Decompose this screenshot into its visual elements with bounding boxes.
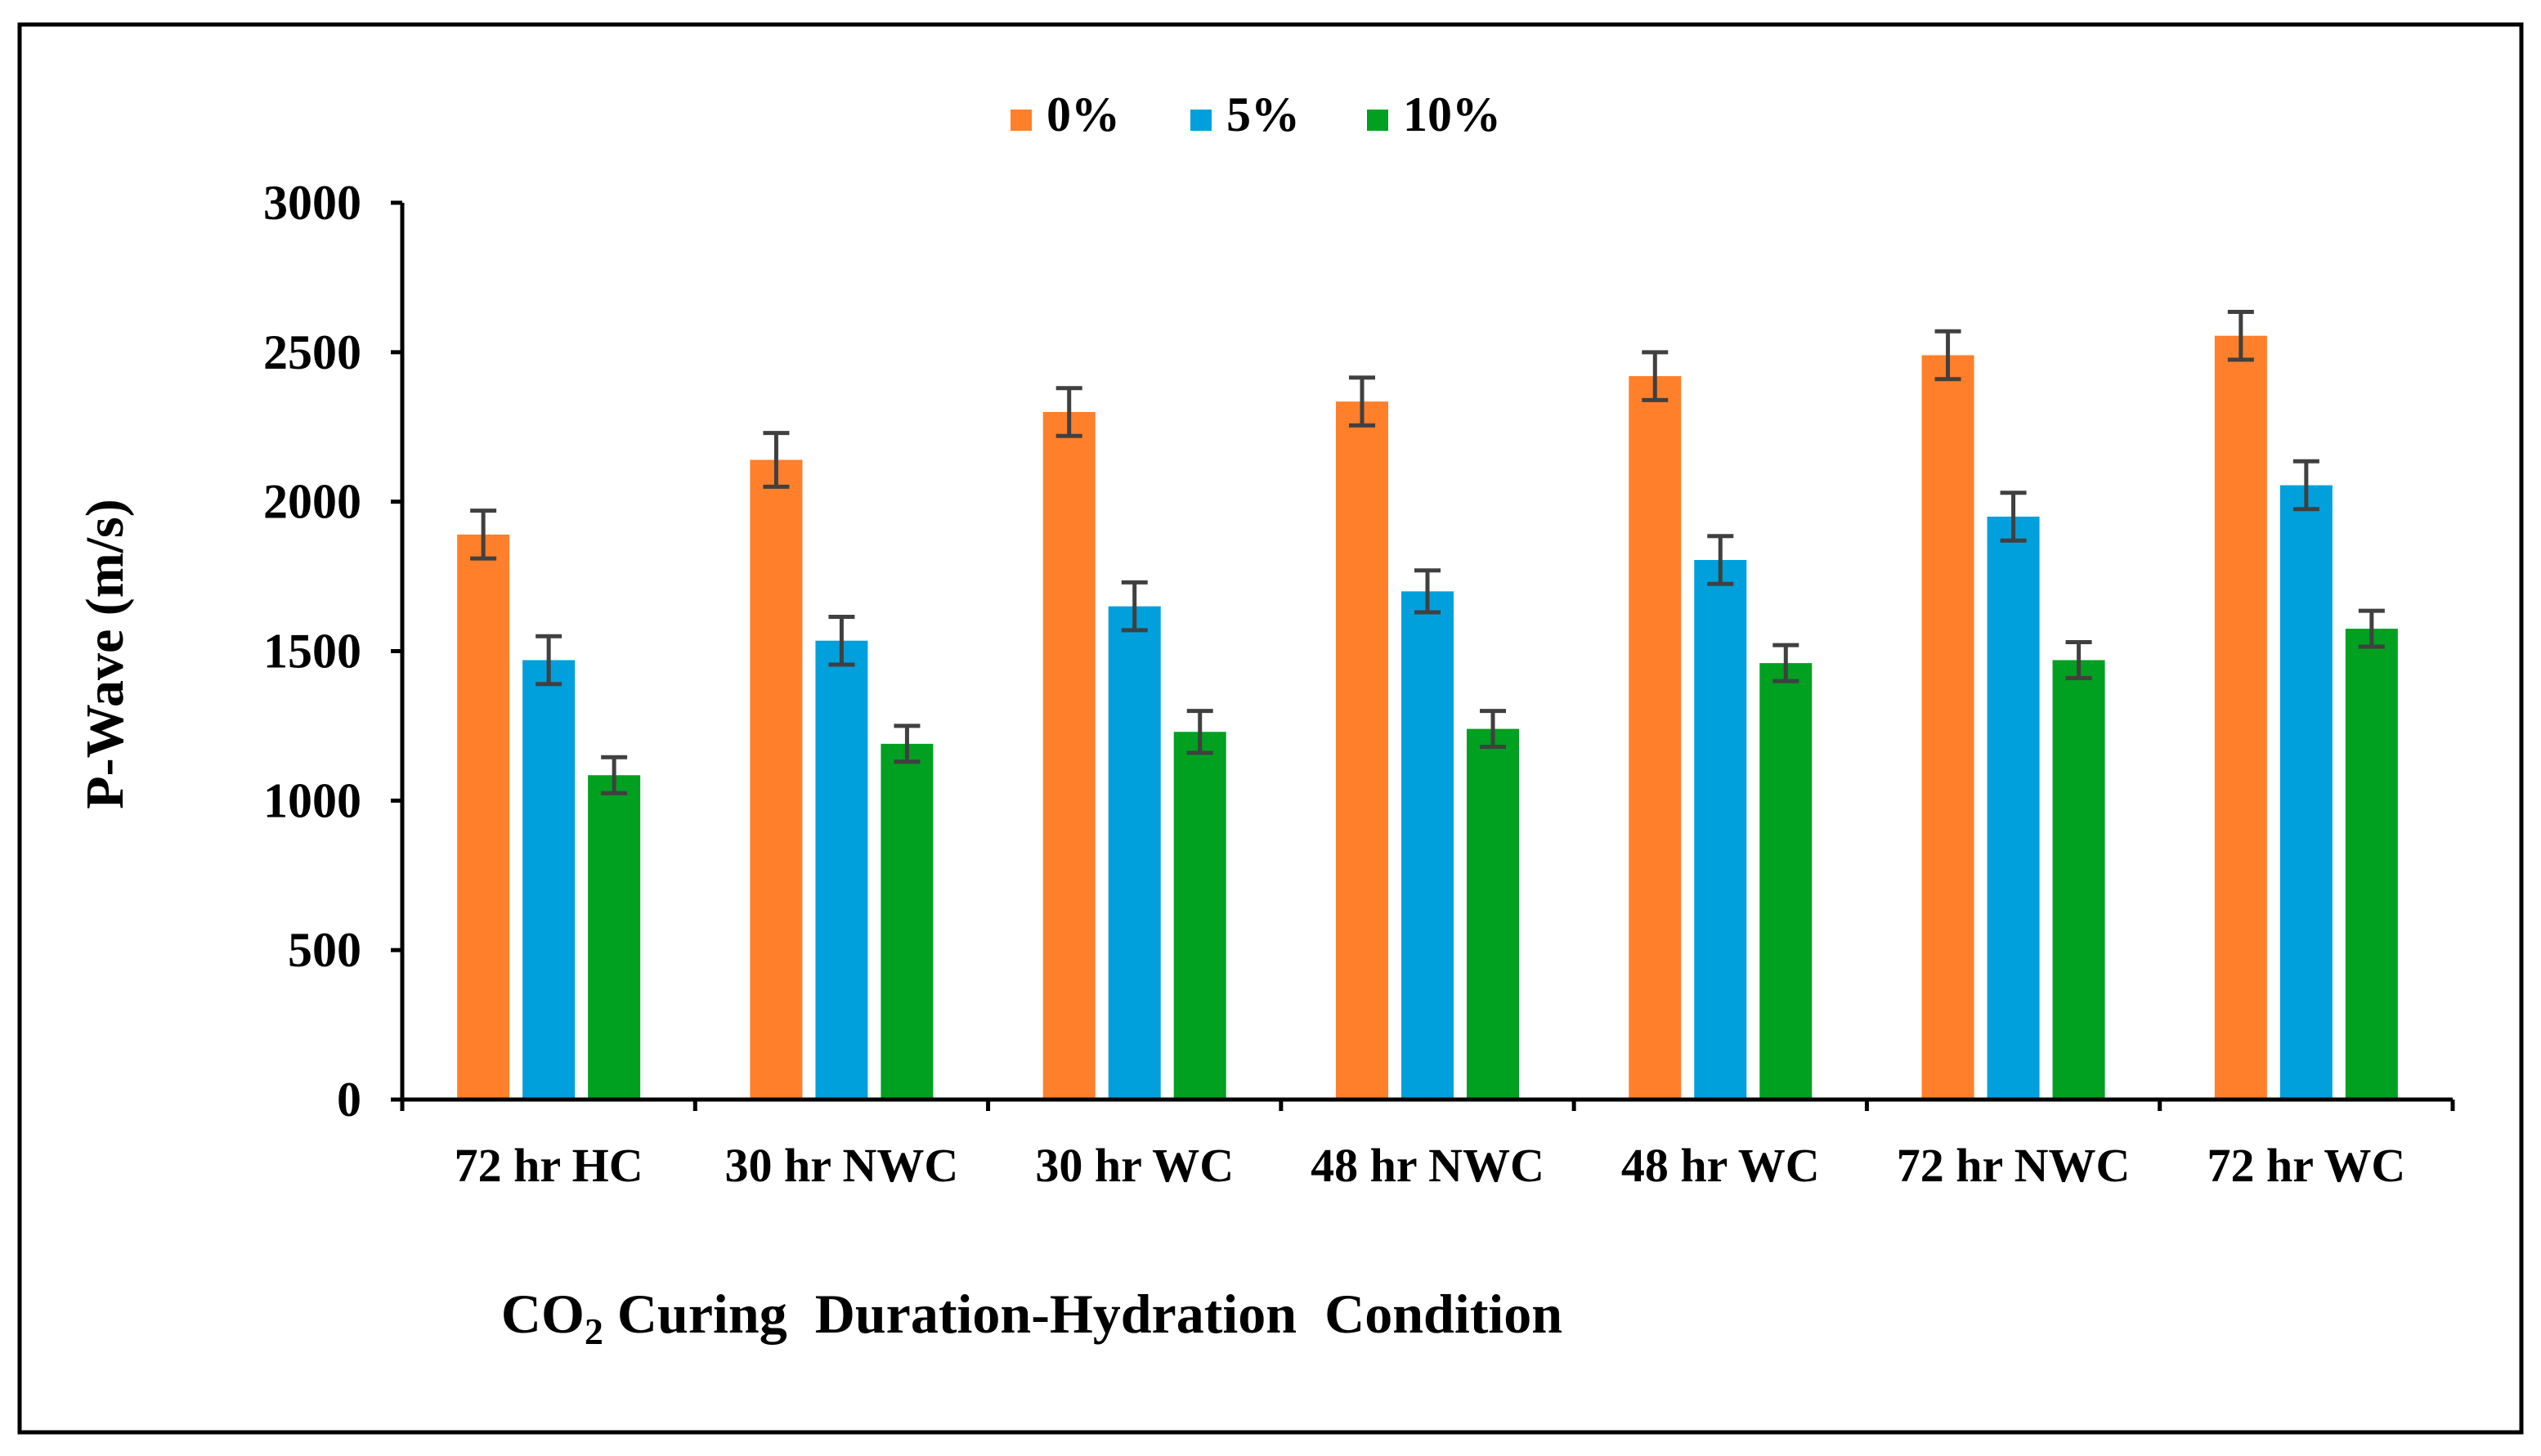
- legend-label: 5%: [1226, 87, 1300, 141]
- legend-swatch: [1190, 110, 1212, 131]
- bar: [1467, 728, 1519, 1100]
- bar: [2052, 660, 2105, 1100]
- bar: [2214, 335, 2267, 1100]
- legend-label: 0%: [1046, 87, 1120, 141]
- bar: [522, 660, 576, 1100]
- bar: [1401, 591, 1454, 1100]
- x-tick-label: 48 hr NWC: [1311, 1139, 1544, 1192]
- x-axis-label: CO2 Curing Duration-Hydration Condition: [501, 1283, 1562, 1352]
- y-tick-label: 1000: [263, 773, 361, 827]
- error-bars-layer: [470, 309, 2385, 795]
- bar: [1336, 401, 1388, 1100]
- x-tick-label: 30 hr WC: [1035, 1139, 1234, 1192]
- y-axis-label: P-Wave (m/s): [75, 499, 135, 809]
- bar: [457, 534, 510, 1100]
- y-tick-label: 3000: [263, 176, 361, 230]
- x-ticks-layer: 72 hr HC 30 hr NWC 30 hr WC 48 hr NWC 48 hr …: [400, 1100, 2455, 1192]
- x-tick-label: 72 hr WC: [2207, 1139, 2405, 1192]
- x-tick-label: 30 hr NWC: [725, 1139, 959, 1192]
- bar: [815, 640, 868, 1100]
- x-tick-label: 72 hr NWC: [1897, 1139, 2131, 1192]
- bar: [1759, 663, 1813, 1100]
- x-axis-label-subscript: 2: [585, 1310, 603, 1352]
- legend: 0% 5% 10%: [1011, 87, 1501, 141]
- y-tick-label: 0: [337, 1073, 361, 1127]
- y-tick-label: 500: [288, 923, 361, 977]
- bar: [881, 743, 934, 1100]
- bar: [588, 775, 641, 1100]
- y-tick-label: 2000: [263, 475, 361, 529]
- bar: [1694, 559, 1747, 1100]
- chart-frame: [17, 22, 2524, 1435]
- bar: [1173, 732, 1226, 1100]
- legend-label: 10%: [1403, 87, 1501, 141]
- bar: [2279, 485, 2333, 1100]
- bar: [1042, 411, 1096, 1100]
- legend-swatch: [1367, 110, 1388, 131]
- bar: [1629, 376, 1682, 1100]
- bar: [1921, 355, 1974, 1100]
- y-tick-label: 1500: [263, 625, 361, 679]
- x-tick-label: 72 hr HC: [455, 1139, 643, 1192]
- x-axis-label-rest: Curing Duration-Hydration Condition: [603, 1283, 1562, 1345]
- bar: [1987, 516, 2040, 1100]
- bar: [2345, 629, 2398, 1100]
- x-axis-label-main: CO: [501, 1283, 585, 1345]
- bar: [750, 459, 803, 1100]
- bars-layer: [457, 335, 2398, 1100]
- x-tick-label: 48 hr WC: [1621, 1139, 1820, 1192]
- y-tick-label: 2500: [263, 325, 361, 379]
- y-ticks-layer: 0 500 1000 1500 2000 2500 3000: [263, 176, 402, 1127]
- bar: [1108, 606, 1161, 1100]
- legend-swatch: [1011, 110, 1032, 131]
